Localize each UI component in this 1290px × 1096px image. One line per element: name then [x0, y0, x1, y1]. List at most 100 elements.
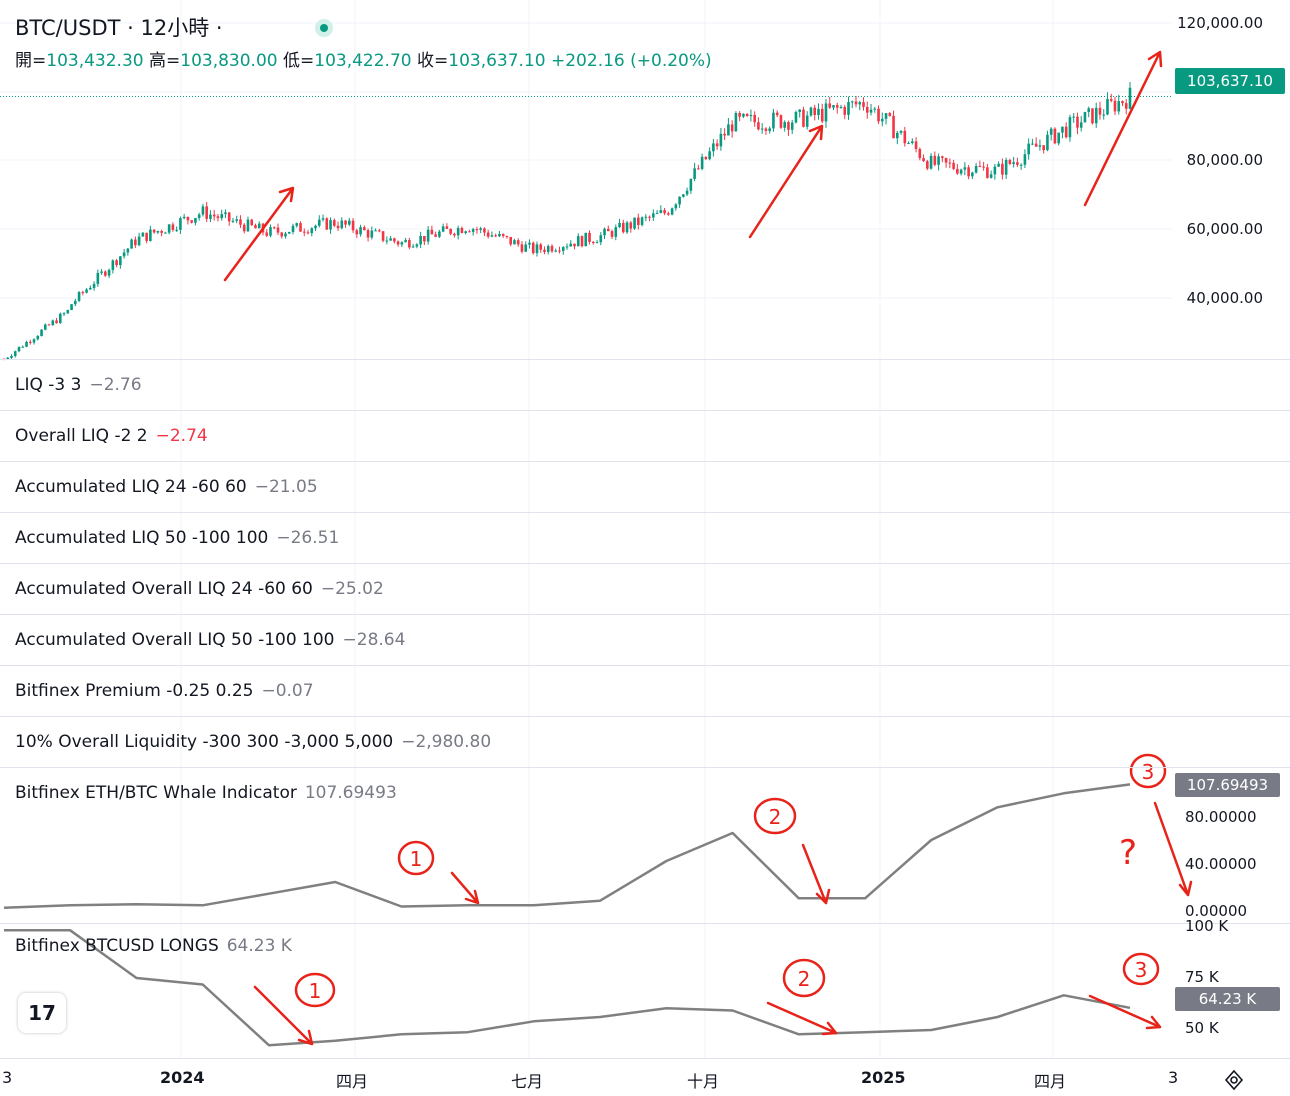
candle-body — [569, 243, 573, 247]
tradingview-logo[interactable]: 17 — [18, 993, 66, 1033]
annotation-mark: 3 — [1142, 760, 1155, 784]
candle-body — [355, 230, 359, 235]
grid-lines — [0, 0, 1172, 1058]
interval-label[interactable]: 12小時 — [140, 16, 210, 40]
annotation-arrow — [1083, 50, 1163, 207]
candle-body — [70, 304, 73, 311]
candle-body — [434, 234, 437, 237]
indicator-legend[interactable]: Accumulated LIQ 50 -100 100 −26.51 — [15, 528, 339, 548]
candle-body — [809, 107, 813, 116]
candle-body — [197, 214, 201, 219]
close-label: 收 — [417, 51, 434, 71]
pane-divider[interactable] — [0, 563, 1290, 564]
indicator-legend[interactable]: Accumulated Overall LIQ 50 -100 100 −28.6… — [15, 630, 405, 650]
candle-body — [974, 166, 978, 173]
chart-title[interactable]: BTC/USDT · 12小時 · — [15, 12, 334, 42]
candle-body — [381, 231, 385, 241]
candle-body — [107, 269, 111, 276]
candle-body — [28, 341, 32, 343]
annotation-circle — [1129, 753, 1167, 789]
candle-body — [43, 324, 47, 330]
candle-body — [802, 109, 805, 127]
indicator-name: Bitfinex ETH/BTC Whale Indicator — [15, 783, 297, 803]
whale-indicator-legend[interactable]: Bitfinex ETH/BTC Whale Indicator 107.6949… — [15, 783, 397, 803]
indicator-legend[interactable]: Accumulated LIQ 24 -60 60 −21.05 — [15, 477, 318, 497]
candle-body — [824, 103, 828, 122]
candle-body — [622, 222, 625, 233]
candle-body — [745, 113, 749, 117]
longs-series-line — [4, 929, 1131, 1047]
price-candles — [2, 81, 1132, 361]
candle-body — [832, 105, 835, 108]
indicator-name: LIQ — [15, 375, 43, 395]
candle-body — [1031, 143, 1034, 145]
candle-body — [359, 227, 362, 235]
pane-divider[interactable] — [0, 410, 1290, 411]
candle-body — [700, 156, 704, 169]
indicator-name: Bitfinex Premium — [15, 681, 161, 701]
candle-body — [730, 124, 734, 132]
pane-divider[interactable] — [0, 512, 1290, 513]
candle-body — [941, 156, 944, 159]
indicator-legend[interactable]: Bitfinex Premium -0.25 0.25 −0.07 — [15, 681, 314, 701]
candle-body — [205, 206, 208, 219]
candle-body — [682, 194, 685, 197]
candle-body — [543, 249, 546, 252]
indicator-legend[interactable]: 10% Overall Liquidity -300 300 -3,000 5,… — [15, 732, 491, 752]
candle-body — [1079, 122, 1083, 128]
candle-body — [351, 220, 355, 231]
symbol-label[interactable]: BTC/USDT — [15, 16, 121, 40]
candle-body — [287, 231, 291, 234]
candle-body — [847, 102, 850, 115]
longs-indicator-line — [4, 929, 1131, 1047]
time-tick: 3 — [2, 1068, 13, 1087]
pane-divider[interactable] — [0, 1058, 1290, 1059]
candle-body — [610, 231, 614, 237]
candle-body — [257, 223, 261, 229]
indicator-legend[interactable]: LIQ -3 3 −2.76 — [15, 375, 142, 395]
candle-body — [971, 172, 974, 177]
candle-body — [389, 238, 392, 241]
longs-indicator-legend[interactable]: Bitfinex BTCUSD LONGS 64.23 K — [15, 936, 292, 956]
candle-body — [227, 212, 231, 222]
candle-body — [1061, 126, 1064, 133]
indicator-name: Accumulated Overall LIQ — [15, 630, 226, 650]
pane-divider[interactable] — [0, 461, 1290, 462]
candle-body — [704, 156, 708, 160]
candle-body — [764, 128, 768, 131]
pane-divider[interactable] — [0, 665, 1290, 666]
candle-body — [134, 239, 137, 246]
settings-icon[interactable] — [1222, 1068, 1246, 1092]
candle-body — [614, 227, 618, 237]
candle-body — [85, 289, 88, 293]
candle-body — [839, 106, 843, 108]
candle-body — [558, 250, 561, 252]
annotation-arrow — [766, 1001, 838, 1036]
candle-body — [190, 220, 193, 223]
annotation-circle — [782, 958, 826, 998]
candle-body — [843, 106, 847, 115]
candle-body — [483, 228, 486, 233]
candle-body — [884, 113, 888, 119]
indicator-legend[interactable]: Overall LIQ -2 2 −2.74 — [15, 426, 208, 446]
candle-body — [460, 227, 464, 234]
candle-body — [201, 206, 205, 215]
pane-divider[interactable] — [0, 767, 1290, 768]
pane-divider[interactable] — [0, 614, 1290, 615]
candle-body — [693, 168, 696, 179]
pane-divider[interactable] — [0, 359, 1290, 360]
candle-body — [1076, 116, 1079, 128]
indicator-name: Bitfinex BTCUSD LONGS — [15, 936, 219, 956]
indicator-legend[interactable]: Accumulated Overall LIQ 24 -60 60 −25.02 — [15, 579, 384, 599]
candle-body — [663, 210, 666, 214]
pane-divider[interactable] — [0, 923, 1290, 924]
pane-divider[interactable] — [0, 716, 1290, 717]
candle-body — [956, 168, 959, 174]
candle-body — [749, 114, 753, 117]
candle-body — [1004, 159, 1008, 175]
low-value: 103,422.70 — [314, 51, 412, 71]
candle-body — [652, 213, 655, 218]
candle-body — [212, 214, 216, 217]
candle-body — [374, 230, 377, 232]
